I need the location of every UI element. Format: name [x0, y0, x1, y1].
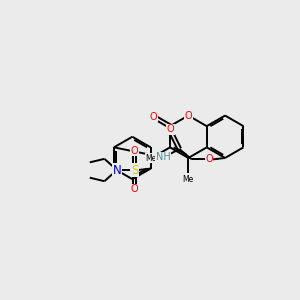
Text: O: O: [205, 154, 213, 164]
Text: O: O: [131, 146, 138, 156]
Text: Me: Me: [146, 154, 157, 163]
Text: O: O: [150, 112, 157, 122]
Text: O: O: [131, 184, 138, 194]
Text: Me: Me: [183, 175, 194, 184]
Text: N: N: [112, 164, 121, 176]
Text: S: S: [131, 164, 138, 176]
Text: O: O: [167, 124, 174, 134]
Text: NH: NH: [156, 152, 171, 162]
Text: O: O: [184, 110, 192, 121]
